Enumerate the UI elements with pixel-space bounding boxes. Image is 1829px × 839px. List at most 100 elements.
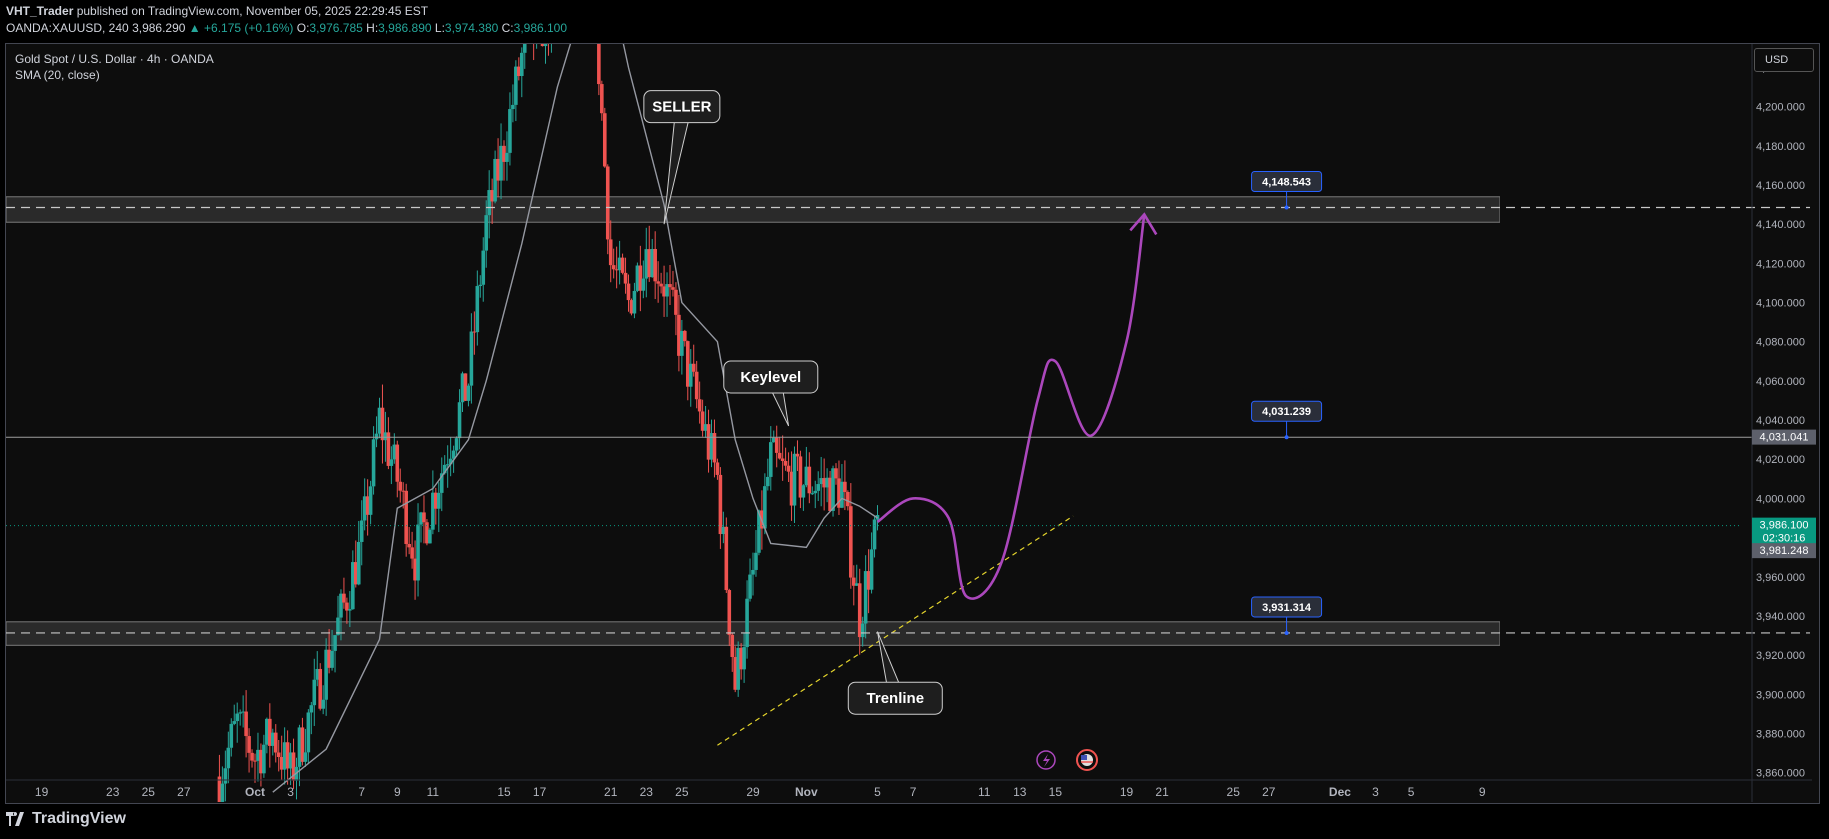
candle-body[interactable] (733, 657, 738, 690)
candle-body[interactable] (677, 314, 681, 356)
candle-body[interactable] (348, 609, 352, 611)
callout-seller[interactable]: SELLER (643, 90, 721, 225)
support-resistance-zone[interactable] (6, 621, 1500, 646)
candle-body[interactable] (253, 760, 257, 762)
candle-body[interactable] (475, 286, 480, 333)
candle-body[interactable] (359, 520, 364, 542)
candle-body[interactable] (291, 752, 296, 781)
candle-body[interactable] (351, 562, 355, 610)
candle-body[interactable] (597, 0, 601, 85)
candle-body[interactable] (279, 756, 284, 770)
candle-body[interactable] (866, 571, 871, 590)
candle-body[interactable] (285, 742, 290, 769)
candle-body[interactable] (745, 598, 749, 648)
candle-body[interactable] (748, 574, 752, 599)
candle-body[interactable] (751, 569, 755, 575)
candle-body[interactable] (700, 411, 705, 431)
candle-body[interactable] (327, 649, 331, 668)
candle-body[interactable] (851, 577, 856, 586)
candle-body[interactable] (499, 145, 503, 181)
candle-body[interactable] (641, 278, 646, 291)
candle-body[interactable] (481, 250, 486, 285)
tradingview-brand[interactable]: TradingView (6, 810, 126, 828)
candle-body[interactable] (374, 433, 379, 440)
candle-body[interactable] (685, 341, 690, 387)
candle-body[interactable] (538, 4, 542, 12)
candle-body[interactable] (620, 257, 625, 273)
candle-body[interactable] (362, 496, 367, 521)
candle-body[interactable] (428, 529, 432, 544)
candle-body[interactable] (730, 634, 735, 658)
candle-body[interactable] (727, 590, 732, 635)
price-label[interactable]: 3,931.314 (1251, 596, 1323, 635)
candle-body[interactable] (828, 477, 832, 511)
callout-keylevel[interactable]: Keylevel (723, 360, 819, 427)
candle-body[interactable] (282, 742, 287, 770)
candle-body[interactable] (665, 284, 669, 297)
candle-body[interactable] (321, 699, 325, 709)
candle-body[interactable] (783, 460, 788, 466)
candle-body[interactable] (854, 583, 859, 586)
candle-body[interactable] (413, 558, 417, 581)
candle-body[interactable] (490, 190, 494, 202)
candle-body[interactable] (671, 287, 675, 290)
candle-body[interactable] (496, 158, 500, 181)
candle-body[interactable] (522, 35, 527, 53)
candle-body[interactable] (825, 477, 829, 488)
candle-body[interactable] (703, 424, 708, 431)
candle-body[interactable] (697, 399, 702, 412)
candle-body[interactable] (306, 712, 311, 753)
candle-body[interactable] (401, 490, 406, 492)
candle-body[interactable] (339, 593, 343, 618)
candle-body[interactable] (386, 432, 391, 466)
candle-body[interactable] (259, 749, 263, 774)
candle-body[interactable] (786, 465, 791, 472)
candle-body[interactable] (270, 732, 275, 746)
indicator-legend[interactable]: SMA (20, close) (15, 68, 100, 82)
candle-body[interactable] (484, 215, 489, 251)
candle-body[interactable] (623, 272, 628, 284)
candle-body[interactable] (238, 712, 242, 714)
candle-body[interactable] (410, 547, 414, 559)
candle-body[interactable] (333, 635, 337, 651)
candle-body[interactable] (511, 104, 515, 110)
candle-body[interactable] (451, 450, 456, 459)
candle-body[interactable] (303, 752, 308, 762)
candle-body[interactable] (766, 476, 770, 487)
earnings-flash-icon[interactable] (1036, 750, 1056, 770)
candle-body[interactable] (846, 492, 850, 507)
candle-body[interactable] (680, 330, 684, 356)
candle-body[interactable] (635, 265, 640, 291)
candle-body[interactable] (345, 602, 349, 611)
candle-body[interactable] (757, 510, 761, 553)
candle-body[interactable] (831, 468, 835, 511)
candle-body[interactable] (425, 522, 429, 544)
candle-body[interactable] (656, 281, 660, 284)
candle-body[interactable] (442, 464, 447, 474)
candle-body[interactable] (229, 723, 234, 748)
candle-body[interactable] (810, 493, 815, 495)
candle-body[interactable] (614, 269, 619, 271)
candle-body[interactable] (463, 373, 468, 401)
candle-body[interactable] (383, 432, 388, 441)
candle-body[interactable] (857, 583, 862, 638)
candle-body[interactable] (543, 5, 548, 47)
candle-body[interactable] (457, 402, 462, 439)
candle-body[interactable] (256, 749, 260, 761)
events-row[interactable] (1036, 749, 1098, 771)
candle-body[interactable] (647, 249, 652, 278)
candle-body[interactable] (312, 679, 317, 706)
candle-body[interactable] (763, 486, 767, 529)
candle-body[interactable] (816, 484, 821, 491)
candle-body[interactable] (789, 471, 794, 506)
candle-body[interactable] (247, 736, 251, 753)
candle-body[interactable] (602, 113, 607, 167)
candle-body[interactable] (265, 718, 269, 745)
candle-body[interactable] (448, 458, 453, 465)
candle-body[interactable] (368, 486, 373, 515)
candle-body[interactable] (380, 407, 385, 441)
candle-body[interactable] (217, 776, 222, 804)
price-label[interactable]: 4,148.543 (1251, 170, 1323, 210)
candle-body[interactable] (502, 145, 506, 162)
candle-body[interactable] (718, 474, 723, 535)
